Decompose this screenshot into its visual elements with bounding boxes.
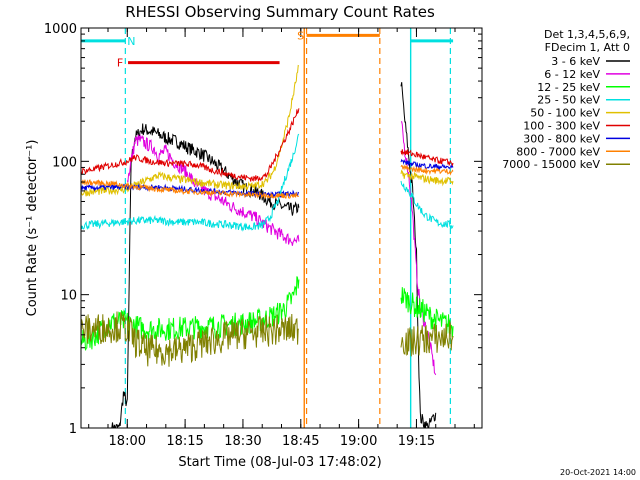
x-tick-label: 18:30 [224,434,261,449]
legend-entry-label: 50 - 100 keV [530,107,600,120]
series-line-50-100keV [400,169,454,187]
axes-layer: 1 10 100 1000 18:00 18:15 18:30 18:45 19:00 19:15 [44,22,482,449]
legend-entry-label: 100 - 300 keV [523,120,600,133]
x-axis-label: Start Time (08-Jul-03 17:48:02) [178,455,381,470]
flag-label-N: N [127,35,135,48]
x-tick-label: 19:15 [398,434,435,449]
series-line-3-6keV [111,123,300,428]
legend-entry-label: 12 - 25 keV [537,81,600,94]
y-tick-label: 10 [60,289,77,304]
series-line-50-100keV [81,64,300,197]
series-line-800-7000keV [81,179,300,200]
x-tick-label: 18:00 [109,434,146,449]
series-line-6-12keV [126,134,300,246]
flag-label-S: S [297,29,304,42]
flag-labels: NF S [117,29,304,69]
flags-layer [81,28,454,428]
y-tick-label: 1 [69,422,77,437]
legend-header-line-1: Det 1,3,4,5,6,9, [544,28,630,41]
series-line-100-300keV [81,108,300,182]
x-tick-label: 19:00 [340,434,377,449]
legend: Det 1,3,4,5,6,9, FDecim 1, Att 0 3 - 6 k… [502,28,630,171]
legend-entry-label: 800 - 7000 keV [516,145,600,158]
series-line-25-50keV [81,133,300,232]
x-tick-label: 18:45 [282,434,319,449]
legend-entry-label: 300 - 800 keV [523,132,600,145]
flag-label-F: F [117,57,123,70]
legend-entry-label: 7000 - 15000 keV [502,158,600,171]
series-line-800-7000keV [400,164,454,176]
series-line-12-25keV [400,287,454,338]
legend-entry-label: 6 - 12 keV [544,68,600,81]
series-line-300-800keV [81,182,300,199]
y-tick-label: 1000 [44,22,77,37]
series-line-7000-15000keV [81,311,299,367]
x-tick-label: 18:15 [166,434,203,449]
series-line-25-50keV [400,180,454,230]
legend-entry-label: 3 - 6 keV [551,55,600,68]
y-tick-label: 100 [52,155,77,170]
series-line-300-800keV [400,158,454,171]
series-layer [81,64,454,428]
legend-entry-label: 25 - 50 keV [537,94,600,107]
footer-timestamp: 20-Oct-2021 14:00 [560,468,636,477]
y-axis-label: Count Rate (s⁻¹ detector⁻¹) [25,140,40,317]
chart-title: RHESSI Observing Summary Count Rates [125,3,435,21]
plot-frame [80,27,483,429]
series-line-100-300keV [400,149,454,167]
legend-header-line-2: FDecim 1, Att 0 [545,41,630,54]
series-line-3-6keV [400,82,437,428]
series-line-7000-15000keV [400,321,454,357]
